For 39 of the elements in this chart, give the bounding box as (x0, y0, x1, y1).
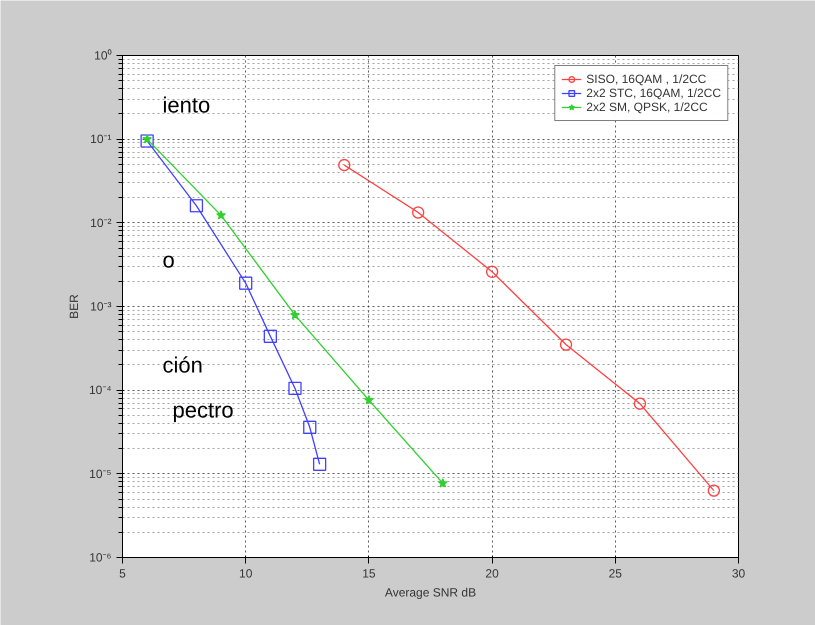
annotation: o (162, 248, 175, 272)
legend-label: SISO, 16QAM , 1/2CC (586, 72, 706, 86)
point (239, 276, 252, 290)
legend-label: 2x2 STC, 16QAM, 1/2CC (586, 86, 721, 100)
legend-label: 2x2 SM, QPSK, 1/2CC (586, 100, 708, 114)
x-tick-label: 5 (119, 566, 126, 580)
x-tick-label: 20 (485, 566, 500, 580)
y-tick-label: 10⁻² (90, 216, 112, 230)
point (312, 458, 326, 471)
point (290, 310, 300, 320)
point (708, 484, 720, 497)
point (364, 394, 374, 404)
y-tick-label: 10⁻⁴ (88, 383, 112, 398)
y-tick-label: 10⁻¹ (90, 132, 112, 146)
x-axis-title: Average SNR dB (384, 586, 476, 600)
x-tick-label: 30 (732, 566, 746, 580)
annotation: ción (162, 352, 203, 378)
annotation: iento (162, 92, 210, 118)
point (634, 398, 646, 410)
point (560, 338, 572, 351)
y-tick-label: 10⁻³ (90, 300, 112, 314)
point (288, 382, 302, 396)
y-tick-label: 10⁻⁶ (89, 550, 112, 564)
y-tick-label: 10⁻⁵ (89, 466, 112, 481)
point (486, 266, 498, 278)
point (412, 206, 424, 219)
x-tick-label: 15 (362, 566, 376, 580)
point (140, 134, 154, 148)
x-tick-label: 10 (239, 566, 253, 580)
x-tick-label: 25 (608, 566, 622, 580)
point (190, 199, 204, 212)
point (438, 478, 448, 488)
point (338, 158, 350, 172)
point (216, 210, 226, 220)
y-tick-label: 10⁰ (94, 48, 112, 62)
y-axis-title: BER (66, 294, 81, 319)
point (303, 420, 316, 434)
point (264, 330, 277, 343)
annotation: pectro (172, 398, 234, 422)
